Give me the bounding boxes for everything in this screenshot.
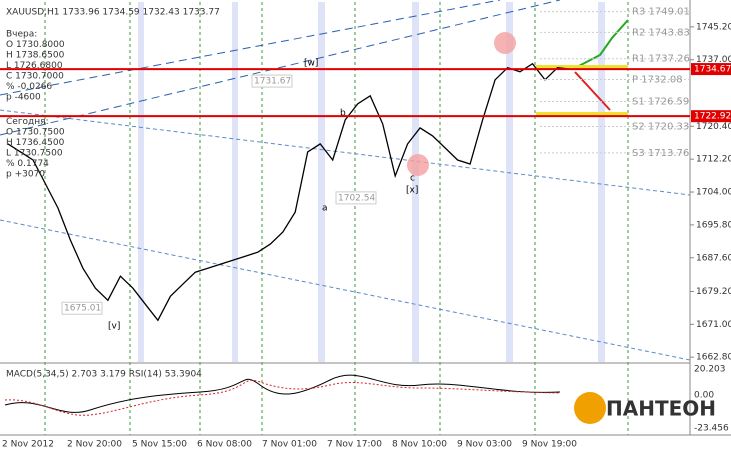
wave-marks: [w] [x] [v] a b c [108,59,418,332]
level-tag [691,110,731,123]
macd-label: MACD(5,34,5) 2.703 3.179 RSI(14) 53.3904 [6,370,202,380]
projection [574,19,629,111]
x-tick-label: 7 Nov 17:00 [327,440,382,450]
logo: ПАНТЕОН [574,392,716,424]
x-tick-label: 7 Nov 01:00 [262,440,317,450]
svg-text:a: a [322,204,328,214]
price-label: 1731.67 [254,77,291,87]
y-tick-label: 1687.60 [696,253,731,263]
logo-text: ПАНТЕОН [606,397,716,421]
info-text: p +3070 [6,170,45,180]
info-text: H 1738.6500 [6,51,65,61]
info-text: O 1730.7500 [6,128,65,138]
info-text: Сегодня: [6,117,49,127]
macd-tick-label: -23.456 [694,424,729,434]
info-text: Вчера: [6,30,37,40]
x-tick-label: 8 Nov 10:00 [392,440,447,450]
y-tick-label: 1695.80 [696,220,731,230]
x-tick-label: 2 Nov 20:00 [67,440,122,450]
info-text: % -0.0266 [6,82,52,92]
y-tick-label: 1737.00 [696,55,731,65]
y-tick-label: 1704.00 [696,188,731,198]
info-text: O 1730.8000 [6,40,65,50]
svg-text:b: b [340,109,346,119]
zone [536,65,628,69]
price-box [335,191,377,205]
y-tick-label: 1662.80 [696,353,731,363]
info-text: p -4600 [6,93,41,103]
pivot-label: S2 1720.33 [632,122,689,133]
y-tick-label: 1679.20 [696,287,731,297]
channel-lines [0,0,691,361]
chart-title: XAUUSD,H1 1733.96 1734.59 1732.43 1733.7… [6,8,220,18]
macd-line [4,374,561,413]
info-text: C 1730.7000 [6,72,64,82]
x-tick-label: 2 Nov 2012 [2,440,54,450]
price-line [7,62,571,322]
info-text: L 1726.6800 [6,61,63,71]
pivot-label: S3 1713.76 [632,148,689,159]
info-text: L 1730.7500 [6,149,63,159]
price-label: 1702.54 [338,193,375,203]
price-label: 1675.01 [64,304,101,314]
info-text: % 0.1774 [6,159,49,169]
x-tick-label: 5 Nov 15:00 [132,440,187,450]
pivot-label: S1 1726.59 [632,96,689,107]
pivot-label: R1 1737.26 [632,54,690,65]
signal-line [4,379,561,416]
price-box [251,74,293,88]
pivot-label: P 1732.08 [632,74,683,85]
info-text: H 1736.4500 [6,138,65,148]
macd-tick-label: 20.203 [694,365,726,375]
level-label: 1734.67 [694,65,731,75]
x-tick-label: 9 Nov 03:00 [457,440,512,450]
svg-text:[v]: [v] [108,322,120,332]
x-tick-label: 9 Nov 19:00 [522,440,577,450]
price-box [61,301,103,315]
svg-text:c: c [410,174,415,184]
level-tag [691,63,731,76]
x-tick-label: 6 Nov 08:00 [197,440,252,450]
macd-tick-label: 0.00 [694,391,714,401]
y-tick-label: 1671.00 [696,320,731,330]
pivot-label: R3 1749.01 [632,7,690,18]
zone [536,112,628,116]
y-tick-label: 1720.40 [696,122,731,132]
y-tick-label: 1745.20 [696,22,731,32]
y-tick-label: 1712.20 [696,155,731,165]
svg-text:[x]: [x] [406,186,418,196]
markers [407,32,516,176]
svg-text:[w]: [w] [304,59,318,69]
level-label: 1722.92 [694,112,731,122]
session-bands [138,2,605,362]
pivot-label: R2 1743.83 [632,27,690,38]
